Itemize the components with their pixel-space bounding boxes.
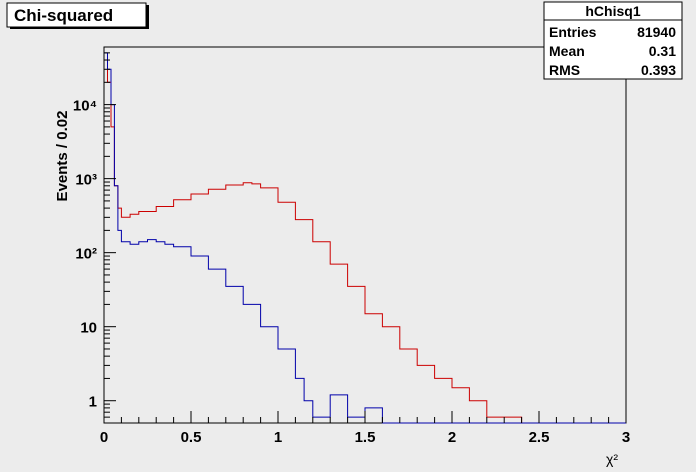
stats-name: hChisq1	[585, 3, 640, 19]
stats-box: hChisq1 Entries 81940 Mean 0.31 RMS 0.39…	[543, 1, 683, 80]
stats-box-frame	[543, 1, 683, 80]
x-tick-label: 3	[622, 429, 630, 446]
series-layer	[104, 52, 626, 424]
stats-rms-label: RMS	[549, 62, 580, 78]
stats-mean-label: Mean	[549, 43, 585, 59]
y-tick-label: 10²	[75, 246, 97, 263]
y-axis-label: Events / 0.02	[54, 111, 71, 202]
y-tick-label: 10³	[75, 172, 97, 189]
x-tick-label: 1.5	[355, 429, 376, 446]
x-tick-label: 2	[448, 429, 456, 446]
series-blue-line	[104, 52, 626, 424]
y-tick-label: 10⁴	[73, 98, 97, 115]
y-axis: 1 10 10² 10³ 10⁴	[73, 46, 116, 424]
stats-entries-label: Entries	[549, 24, 597, 40]
stats-mean-value: 0.31	[649, 43, 676, 59]
plot-frame	[103, 46, 627, 424]
chart-title-frame	[6, 2, 147, 28]
x-tick-label: 0	[100, 429, 108, 446]
x-tick-label: 1	[274, 429, 282, 446]
stats-rms-value: 0.393	[641, 62, 676, 78]
x-tick-label: 0.5	[181, 429, 202, 446]
y-tick-label: 10	[80, 320, 97, 337]
y-tick-label: 1	[89, 394, 97, 411]
chart-title-box: Chi-squared	[6, 2, 149, 29]
chart-title: Chi-squared	[14, 6, 113, 25]
series-red-line	[104, 59, 626, 424]
x-tick-label: 2.5	[529, 429, 550, 446]
x-axis: 0 0.5 1 1.5 2 2.5 3	[100, 411, 630, 446]
x-axis-label: χ²	[606, 451, 618, 467]
stats-entries-value: 81940	[637, 24, 676, 40]
